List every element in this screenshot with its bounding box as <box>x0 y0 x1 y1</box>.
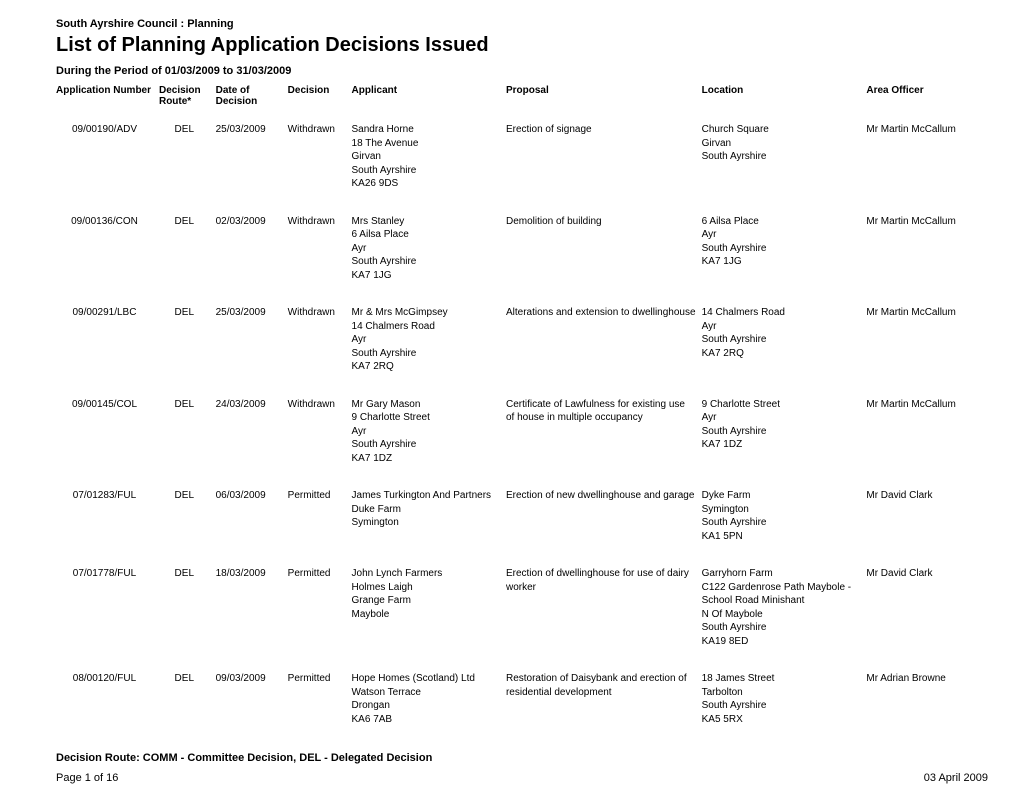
cell-proposal: Certificate of Lawfulness for existing u… <box>506 392 702 484</box>
table-row: 09/00291/LBCDEL25/03/2009WithdrawnMr & M… <box>56 300 990 392</box>
cell-applicant: Mr Gary Mason 9 Charlotte Street Ayr Sou… <box>352 392 506 484</box>
cell-applicant: Mrs Stanley 6 Ailsa Place Ayr South Ayrs… <box>352 209 506 301</box>
col-app-no: Application Number <box>56 85 159 117</box>
cell-decision: Permitted <box>288 561 352 666</box>
table-row: 09/00190/ADVDEL25/03/2009WithdrawnSandra… <box>56 117 990 209</box>
cell-app-no: 09/00291/LBC <box>56 300 159 392</box>
footer-date: 03 April 2009 <box>924 772 988 784</box>
cell-applicant: James Turkington And Partners Duke Farm … <box>352 483 506 561</box>
cell-location: 9 Charlotte Street Ayr South Ayrshire KA… <box>702 392 867 484</box>
cell-date: 09/03/2009 <box>216 666 288 744</box>
col-applicant: Applicant <box>352 85 506 117</box>
table-row: 09/00145/COLDEL24/03/2009WithdrawnMr Gar… <box>56 392 990 484</box>
cell-app-no: 08/00120/FUL <box>56 666 159 744</box>
cell-officer: Mr David Clark <box>866 561 990 666</box>
cell-app-no: 07/01778/FUL <box>56 561 159 666</box>
cell-date: 02/03/2009 <box>216 209 288 301</box>
cell-app-no: 07/01283/FUL <box>56 483 159 561</box>
route-note: Decision Route: COMM - Committee Decisio… <box>56 752 990 764</box>
col-route: Decision Route* <box>159 85 216 117</box>
cell-location: Garryhorn Farm C122 Gardenrose Path Mayb… <box>702 561 867 666</box>
cell-officer: Mr David Clark <box>866 483 990 561</box>
cell-decision: Permitted <box>288 666 352 744</box>
cell-applicant: Sandra Horne 18 The Avenue Girvan South … <box>352 117 506 209</box>
table-body: 09/00190/ADVDEL25/03/2009WithdrawnSandra… <box>56 117 990 744</box>
cell-route: DEL <box>159 117 216 209</box>
cell-date: 06/03/2009 <box>216 483 288 561</box>
cell-route: DEL <box>159 561 216 666</box>
cell-date: 24/03/2009 <box>216 392 288 484</box>
cell-route: DEL <box>159 209 216 301</box>
footer: Page 1 of 16 03 April 2009 <box>56 772 990 784</box>
cell-applicant: John Lynch Farmers Holmes Laigh Grange F… <box>352 561 506 666</box>
cell-proposal: Restoration of Daisybank and erection of… <box>506 666 702 744</box>
cell-location: 14 Chalmers Road Ayr South Ayrshire KA7 … <box>702 300 867 392</box>
col-officer: Area Officer <box>866 85 990 117</box>
col-decision: Decision <box>288 85 352 117</box>
cell-location: Dyke Farm Symington South Ayrshire KA1 5… <box>702 483 867 561</box>
cell-decision: Withdrawn <box>288 392 352 484</box>
cell-officer: Mr Martin McCallum <box>866 117 990 209</box>
org-line: South Ayrshire Council : Planning <box>56 18 990 30</box>
cell-app-no: 09/00136/CON <box>56 209 159 301</box>
cell-officer: Mr Martin McCallum <box>866 209 990 301</box>
cell-decision: Withdrawn <box>288 300 352 392</box>
page-title: List of Planning Application Decisions I… <box>56 34 990 57</box>
cell-app-no: 09/00190/ADV <box>56 117 159 209</box>
table-row: 09/00136/CONDEL02/03/2009WithdrawnMrs St… <box>56 209 990 301</box>
cell-date: 25/03/2009 <box>216 300 288 392</box>
cell-applicant: Hope Homes (Scotland) Ltd Watson Terrace… <box>352 666 506 744</box>
cell-officer: Mr Martin McCallum <box>866 392 990 484</box>
cell-proposal: Erection of new dwellinghouse and garage <box>506 483 702 561</box>
col-proposal: Proposal <box>506 85 702 117</box>
table-row: 08/00120/FULDEL09/03/2009PermittedHope H… <box>56 666 990 744</box>
period-line: During the Period of 01/03/2009 to 31/03… <box>56 65 990 77</box>
cell-date: 18/03/2009 <box>216 561 288 666</box>
cell-officer: Mr Adrian Browne <box>866 666 990 744</box>
cell-proposal: Alterations and extension to dwellinghou… <box>506 300 702 392</box>
cell-location: 18 James Street Tarbolton South Ayrshire… <box>702 666 867 744</box>
cell-location: 6 Ailsa Place Ayr South Ayrshire KA7 1JG <box>702 209 867 301</box>
cell-app-no: 09/00145/COL <box>56 392 159 484</box>
cell-applicant: Mr & Mrs McGimpsey 14 Chalmers Road Ayr … <box>352 300 506 392</box>
col-date: Date of Decision <box>216 85 288 117</box>
cell-route: DEL <box>159 483 216 561</box>
cell-location: Church Square Girvan South Ayrshire <box>702 117 867 209</box>
table-row: 07/01778/FULDEL18/03/2009PermittedJohn L… <box>56 561 990 666</box>
footer-page: Page 1 of 16 <box>56 772 118 784</box>
cell-route: DEL <box>159 300 216 392</box>
decisions-table: Application Number Decision Route* Date … <box>56 85 990 744</box>
col-location: Location <box>702 85 867 117</box>
cell-date: 25/03/2009 <box>216 117 288 209</box>
table-header: Application Number Decision Route* Date … <box>56 85 990 117</box>
cell-decision: Withdrawn <box>288 117 352 209</box>
cell-proposal: Demolition of building <box>506 209 702 301</box>
cell-officer: Mr Martin McCallum <box>866 300 990 392</box>
cell-proposal: Erection of signage <box>506 117 702 209</box>
document-page: South Ayrshire Council : Planning List o… <box>0 0 1020 802</box>
cell-route: DEL <box>159 392 216 484</box>
table-row: 07/01283/FULDEL06/03/2009PermittedJames … <box>56 483 990 561</box>
cell-proposal: Erection of dwellinghouse for use of dai… <box>506 561 702 666</box>
cell-decision: Permitted <box>288 483 352 561</box>
cell-route: DEL <box>159 666 216 744</box>
cell-decision: Withdrawn <box>288 209 352 301</box>
